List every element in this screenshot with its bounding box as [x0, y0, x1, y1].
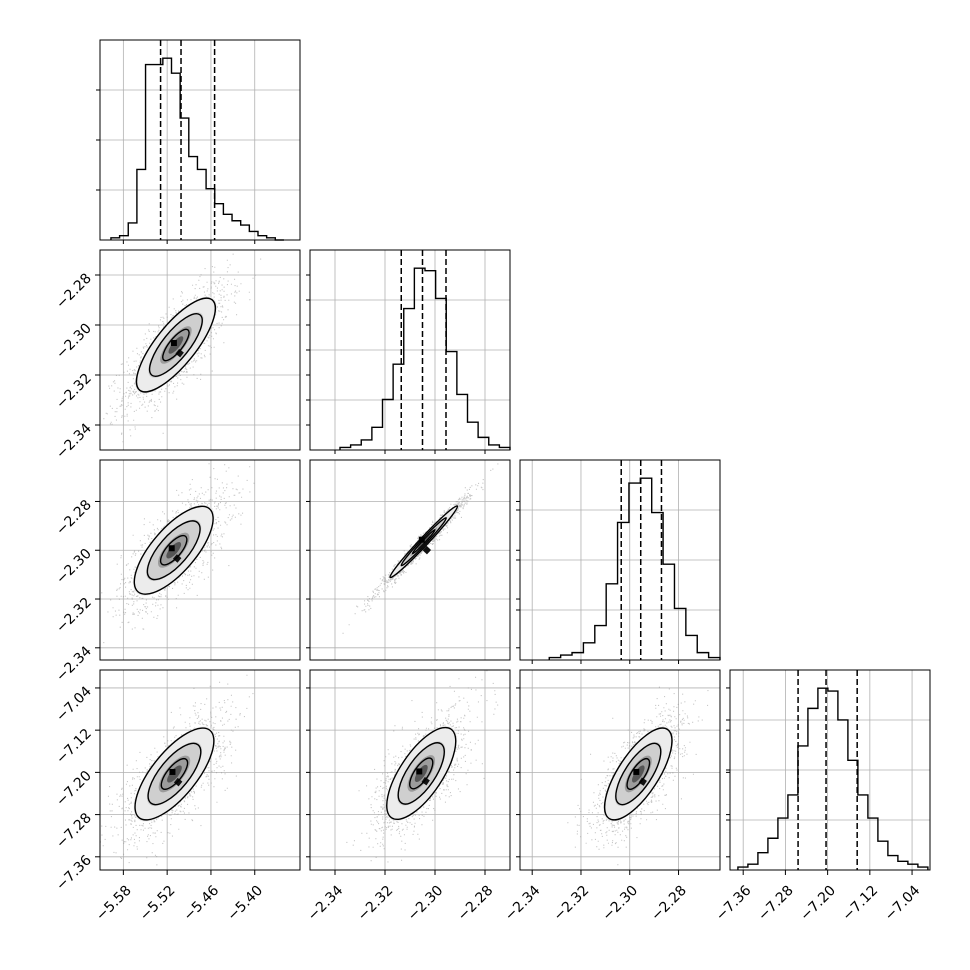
density-peak	[173, 777, 183, 787]
density-contour	[160, 757, 189, 790]
x-tick-label: −5.40	[224, 883, 266, 925]
density-contour	[386, 726, 457, 821]
x-tick-label: −5.58	[93, 883, 135, 925]
panel-background	[100, 250, 300, 450]
y-tick-label: −2.32	[53, 371, 95, 413]
x-tick-label: −7.04	[882, 882, 924, 924]
x-tick-label: −2.30	[599, 883, 641, 925]
x-tick-label: −2.28	[648, 883, 690, 925]
density-contour	[162, 328, 190, 362]
x-tick-label: −5.52	[137, 883, 179, 925]
scatter-panel-2-0	[99, 459, 301, 661]
y-tick-label: −2.28	[53, 497, 95, 539]
density-contour	[400, 517, 447, 567]
density-peak	[170, 340, 177, 346]
scatter-panel-2-1	[309, 459, 511, 661]
histogram-panel-0	[96, 39, 301, 241]
y-tick-label: −2.34	[53, 643, 95, 685]
y-tick-label: −7.36	[53, 852, 95, 894]
histogram-panel-2	[516, 459, 721, 661]
scatter-panel-3-1	[309, 669, 511, 871]
y-tick-label: −7.28	[53, 810, 95, 852]
histogram-step	[339, 267, 511, 450]
density-contour	[147, 742, 202, 806]
panel-frame	[99, 669, 301, 871]
scatter-panel-3-0	[99, 669, 301, 871]
y-tick-label: −7.04	[53, 683, 95, 725]
panel-frame	[309, 669, 511, 871]
x-tick-label: −2.34	[305, 882, 347, 924]
density-peak	[638, 777, 647, 786]
scatter-panel-3-2	[519, 669, 721, 871]
histogram-step	[548, 477, 721, 660]
density-contour	[133, 505, 214, 595]
density-peak	[175, 348, 184, 358]
density-contour	[148, 313, 203, 377]
density-contour	[134, 727, 215, 821]
x-tick-label: −7.12	[840, 883, 882, 925]
y-tick-label: −7.20	[53, 768, 95, 810]
x-tick-label: −2.32	[355, 883, 397, 925]
density-contour	[626, 757, 651, 790]
y-tick-label: −2.30	[53, 546, 95, 588]
density-peak	[633, 768, 640, 775]
y-tick-label: −2.34	[53, 420, 95, 462]
panel-frame	[519, 669, 721, 871]
panel-frame	[99, 249, 301, 451]
y-tick-label: −2.30	[53, 321, 95, 363]
density-contour	[397, 742, 445, 805]
x-tick-label: −2.28	[455, 883, 497, 925]
y-tick-label: −2.32	[53, 595, 95, 637]
x-tick-label: −7.28	[755, 883, 797, 925]
scatter-points	[101, 463, 255, 644]
y-tick-label: −7.12	[53, 726, 95, 768]
density-peak	[172, 554, 182, 563]
density-peak	[169, 768, 176, 775]
histogram-panel-3	[726, 669, 931, 871]
panel-frame	[99, 459, 301, 661]
density-contour	[389, 505, 459, 579]
histogram-step	[110, 57, 284, 241]
x-tick-label: −7.36	[713, 882, 755, 924]
scatter-panel-1-0	[99, 249, 301, 451]
histogram-panel-1	[306, 249, 511, 451]
density-peak	[422, 545, 432, 555]
panel-frame	[309, 249, 511, 451]
density-peak	[168, 545, 175, 552]
scatter-points	[342, 463, 499, 634]
panel-frame	[99, 39, 301, 241]
panel-frame	[519, 459, 721, 661]
panel-frame	[309, 459, 511, 661]
histogram-step	[737, 687, 929, 870]
density-contour	[409, 757, 434, 790]
density-peak	[416, 768, 423, 775]
density-contour	[135, 297, 217, 393]
x-tick-label: −2.34	[502, 882, 544, 924]
x-tick-label: −5.46	[181, 882, 223, 924]
density-contour	[411, 529, 436, 555]
density-contour	[603, 727, 673, 821]
density-contour	[615, 742, 662, 806]
x-tick-label: −2.32	[551, 883, 593, 925]
y-tick-label: −2.28	[53, 271, 95, 313]
panel-background	[100, 460, 300, 660]
x-tick-label: −2.30	[405, 883, 447, 925]
panel-frame	[729, 669, 931, 871]
density-contour	[146, 520, 201, 581]
density-peak	[421, 777, 430, 786]
density-contour	[159, 534, 188, 566]
x-tick-label: −7.20	[797, 883, 839, 925]
